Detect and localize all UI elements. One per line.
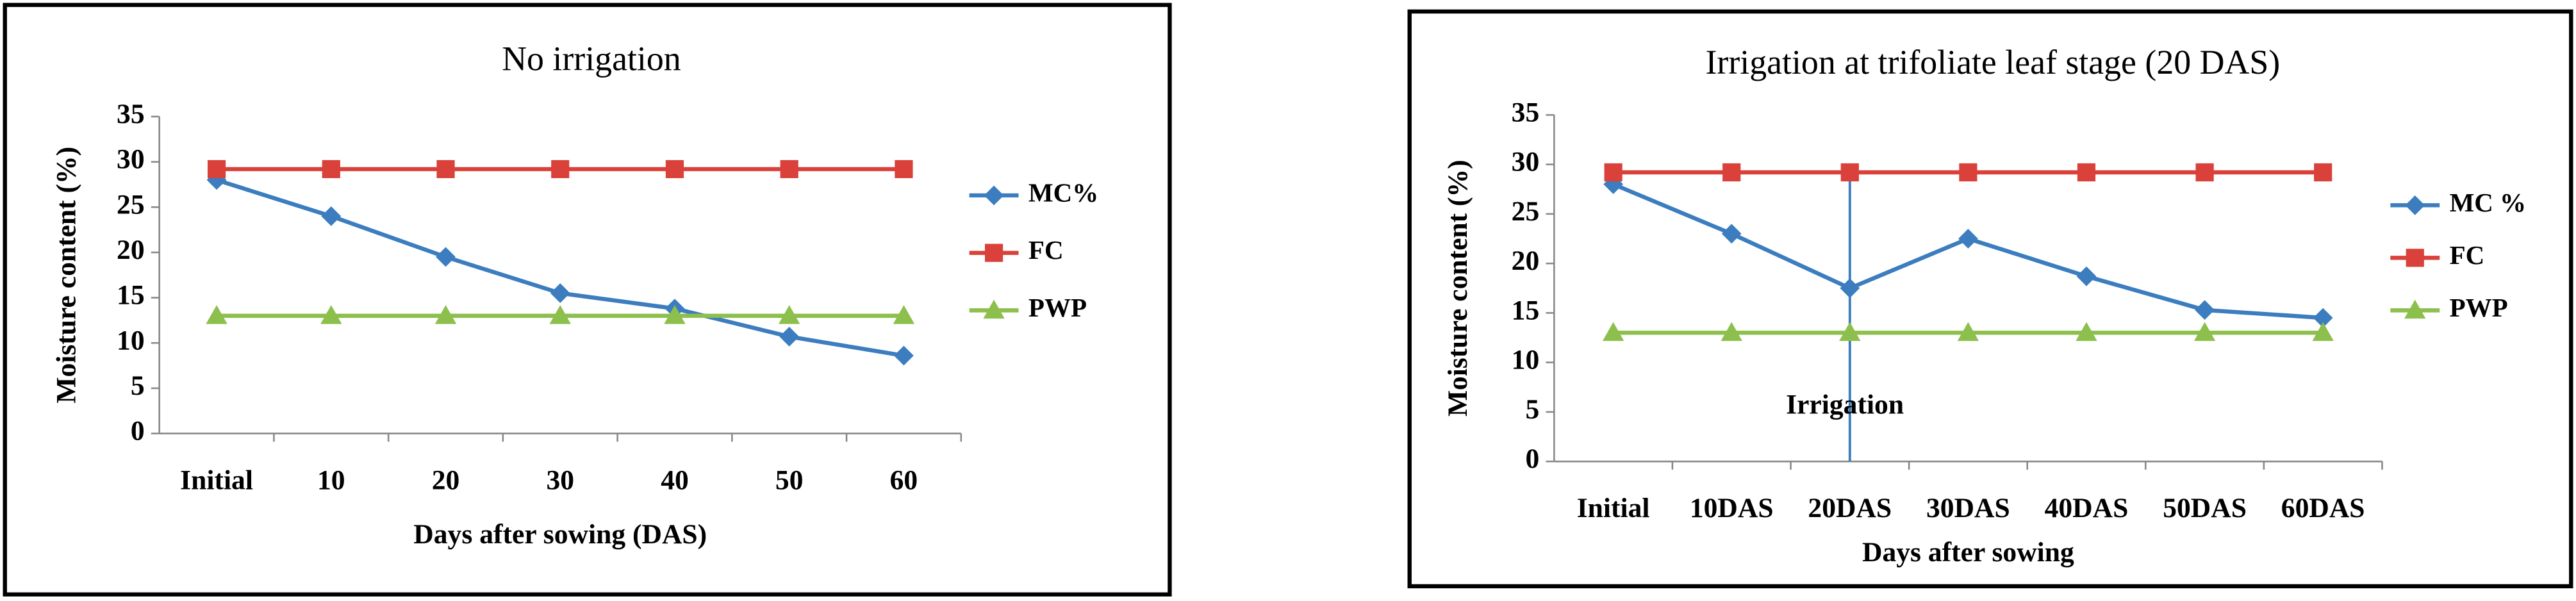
marker: [2076, 322, 2097, 342]
x-axis-label: Days after sowing (DAS): [413, 519, 707, 550]
y-axis-label: Moisture content (%): [51, 147, 82, 404]
legend-label: FC: [1028, 235, 1064, 265]
legend-marker: [983, 299, 1005, 319]
marker: [1840, 278, 1860, 299]
y-tick-label: 5: [131, 370, 145, 401]
marker: [434, 305, 457, 324]
marker: [321, 206, 342, 226]
marker: [2195, 163, 2214, 182]
y-tick-label: 5: [1525, 394, 1539, 425]
x-tick-label: 20DAS: [1808, 493, 1892, 523]
marker: [780, 160, 798, 179]
y-axis-label: Moisture content (%): [1442, 160, 1473, 416]
x-tick-label: 50DAS: [2163, 493, 2247, 523]
y-tick-label: 30: [117, 144, 145, 175]
legend-label: FC: [2450, 240, 2485, 270]
marker: [320, 305, 342, 324]
x-tick-label: 60: [890, 465, 918, 495]
marker: [1957, 322, 1979, 342]
marker: [551, 160, 570, 179]
marker: [1604, 163, 1622, 182]
x-tick-label: 40: [661, 465, 689, 495]
marker: [322, 160, 340, 179]
chart-title: No irrigation: [502, 40, 681, 78]
x-tick-label: Initial: [1577, 493, 1650, 523]
y-tick-label: 35: [1512, 97, 1540, 128]
y-tick-label: 10: [1512, 345, 1540, 375]
x-tick-label: 40DAS: [2045, 493, 2129, 523]
y-tick-label: 25: [1512, 196, 1540, 227]
x-tick-label: 50: [775, 465, 804, 495]
x-tick-label: 20: [432, 465, 460, 495]
y-tick-label: 25: [117, 189, 145, 220]
y-tick-label: 20: [1512, 245, 1540, 276]
chart-frame: [3, 3, 1172, 597]
marker: [436, 247, 456, 267]
marker: [2076, 266, 2097, 286]
legend-label: PWP: [2450, 293, 2508, 322]
x-tick-label: 10: [317, 465, 345, 495]
legend-marker: [2406, 249, 2424, 267]
y-tick-label: 0: [1525, 443, 1539, 474]
marker: [1959, 163, 1977, 182]
marker: [206, 305, 227, 324]
x-tick-label: Initial: [180, 465, 253, 495]
marker: [1840, 163, 1859, 182]
marker: [893, 305, 915, 324]
x-tick-label: 30DAS: [1926, 493, 2010, 523]
marker: [1839, 322, 1861, 342]
y-tick-label: 35: [117, 99, 145, 129]
marker: [2195, 300, 2215, 320]
y-tick-label: 0: [131, 416, 145, 447]
x-tick-label: 30: [546, 465, 574, 495]
marker: [550, 283, 570, 303]
x-axis-label: Days after sowing: [1862, 537, 2074, 568]
marker: [1721, 224, 1742, 244]
marker: [436, 160, 455, 179]
marker: [2312, 322, 2334, 342]
marker: [664, 305, 686, 324]
legend-marker: [984, 243, 1003, 262]
legend-label: MC%: [1028, 177, 1098, 207]
chart-title: Irrigation at trifoliate leaf stage (20 …: [1705, 43, 2280, 81]
marker: [1721, 322, 1742, 342]
y-tick-label: 20: [117, 235, 145, 265]
marker: [779, 305, 800, 324]
marker: [2314, 163, 2332, 182]
marker: [665, 160, 684, 179]
marker: [2313, 308, 2333, 328]
legend-label: MC %: [2450, 188, 2527, 217]
x-tick-label: 10DAS: [1690, 493, 1774, 523]
marker: [1722, 163, 1741, 182]
y-tick-label: 15: [117, 280, 145, 311]
annotation: Irrigation: [1786, 390, 1904, 420]
marker: [2193, 322, 2216, 342]
legend-marker: [2404, 299, 2426, 319]
marker: [1602, 322, 1624, 342]
y-tick-label: 10: [117, 325, 145, 356]
marker: [207, 160, 226, 179]
chart-frame: [1407, 9, 2573, 589]
x-tick-label: 60DAS: [2281, 493, 2365, 523]
legend-marker: [2405, 195, 2425, 215]
y-tick-label: 15: [1512, 295, 1540, 325]
marker: [895, 160, 913, 179]
y-tick-label: 30: [1512, 147, 1540, 177]
marker: [2077, 163, 2096, 182]
legend-label: PWP: [1028, 293, 1087, 322]
marker: [549, 305, 571, 324]
